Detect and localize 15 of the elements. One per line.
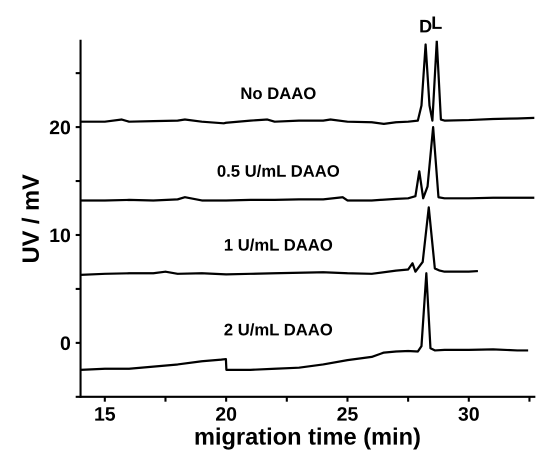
series-label: 0.5 U/mL DAAO	[218, 164, 340, 178]
series-label: No DAAO	[241, 87, 316, 100]
x-tick-label: 15	[95, 407, 116, 421]
series-label: 1 U/mL DAAO	[224, 238, 332, 251]
y-axis-title: UV / mV	[22, 174, 40, 262]
x-axis-title: migration time (min)	[196, 427, 420, 450]
y-tick-label: 10	[50, 228, 70, 242]
y-tick-label: 20	[50, 120, 70, 134]
series-label: 2 U/mL DAAO	[224, 323, 332, 336]
x-tick-label: 20	[216, 407, 236, 421]
x-tick-label: 25	[337, 407, 358, 421]
annotation: D	[420, 20, 432, 32]
annotation: L	[432, 16, 442, 29]
y-tick-label: 0	[60, 336, 70, 350]
x-tick-label: 30	[458, 407, 479, 421]
